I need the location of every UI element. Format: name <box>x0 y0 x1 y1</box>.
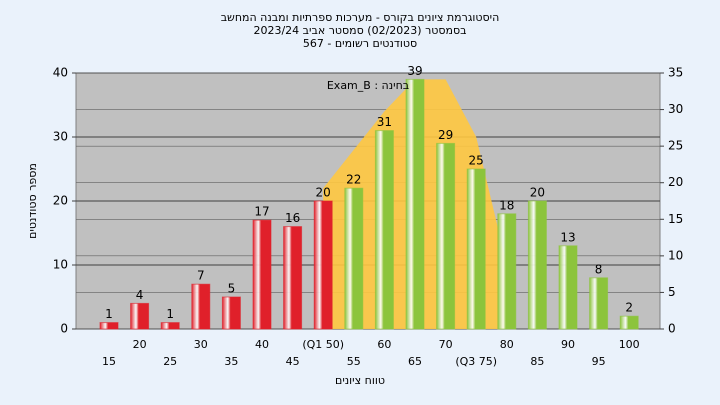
x-tick-label: 80 <box>500 338 514 351</box>
x-tick-label: 95 <box>592 355 606 368</box>
data-label: 13 <box>560 230 575 244</box>
data-label: 29 <box>438 128 453 142</box>
x-tick-label: 40 <box>255 338 269 351</box>
x-tick-label: 30 <box>194 338 208 351</box>
bar <box>527 200 547 330</box>
bar <box>313 200 333 330</box>
data-label: 31 <box>377 115 392 129</box>
data-label: 39 <box>407 64 422 78</box>
data-label: 16 <box>285 211 300 225</box>
y-tick-label: 20 <box>53 194 68 208</box>
bar <box>130 302 150 330</box>
data-label: 17 <box>254 205 269 219</box>
y2-tick-label: 10 <box>668 248 683 262</box>
data-label: 5 <box>228 282 236 296</box>
x-tick-label: 45 <box>286 355 300 368</box>
bar <box>344 187 364 330</box>
x-tick-label: 65 <box>408 355 422 368</box>
x-tick-label: (Q3 75) <box>455 355 497 368</box>
bar <box>191 283 211 330</box>
data-label: 8 <box>595 262 603 276</box>
x-tick-label: 100 <box>619 338 640 351</box>
y2-tick-label: 25 <box>668 139 683 153</box>
bar <box>558 245 578 330</box>
data-label: 4 <box>136 288 144 302</box>
x-tick-label: 35 <box>224 355 238 368</box>
x-tick-label: 25 <box>163 355 177 368</box>
data-label: 1 <box>105 307 113 321</box>
bar <box>466 168 486 330</box>
y2-tick-label: 0 <box>668 322 676 336</box>
bar <box>221 296 241 330</box>
bar <box>252 219 272 330</box>
x-axis-label: טווח ציונים <box>335 374 385 387</box>
y2-tick-label: 5 <box>668 285 676 299</box>
y2-tick-label: 15 <box>668 212 683 226</box>
y2-tick-label: 20 <box>668 175 683 189</box>
x-tick-label: (Q1 50) <box>302 338 344 351</box>
annotation: בחינה : Exam_B <box>327 79 409 92</box>
data-label: 20 <box>316 186 331 200</box>
y-tick-label: 0 <box>60 322 68 336</box>
bar <box>374 130 394 330</box>
x-tick-label: 55 <box>347 355 361 368</box>
y-axis-label: מספר סטודנטים <box>26 163 39 239</box>
x-tick-label: 20 <box>133 338 147 351</box>
data-label: 18 <box>499 198 514 212</box>
chart-subtitle: סטודנטים רשומים - 567 <box>303 37 417 50</box>
data-label: 2 <box>625 301 633 315</box>
bar <box>283 226 303 330</box>
chart-subtitle: בסמסטר (02/2023) סמסטר אביב 2023/24 <box>253 24 466 37</box>
bar <box>405 78 425 330</box>
x-tick-label: 85 <box>530 355 544 368</box>
x-tick-label: 90 <box>561 338 575 351</box>
bar <box>497 213 517 330</box>
bar <box>436 142 456 330</box>
x-tick-label: 60 <box>377 338 391 351</box>
data-label: 1 <box>166 307 174 321</box>
bar <box>589 277 609 330</box>
chart-title: היסטוגרמת ציונים בקורס - מערכות ספרתיות … <box>221 11 500 24</box>
bar <box>619 315 639 330</box>
data-label: 20 <box>530 186 545 200</box>
data-label: 25 <box>469 154 484 168</box>
data-label: 7 <box>197 269 205 283</box>
y-tick-label: 40 <box>53 66 68 80</box>
y-tick-label: 10 <box>53 258 68 272</box>
y2-tick-label: 30 <box>668 102 683 116</box>
y-tick-label: 30 <box>53 130 68 144</box>
y2-tick-label: 35 <box>668 66 683 80</box>
x-tick-label: 70 <box>439 338 453 351</box>
bar <box>160 322 180 330</box>
bar <box>99 322 119 330</box>
data-label: 22 <box>346 173 361 187</box>
x-tick-label: 15 <box>102 355 116 368</box>
